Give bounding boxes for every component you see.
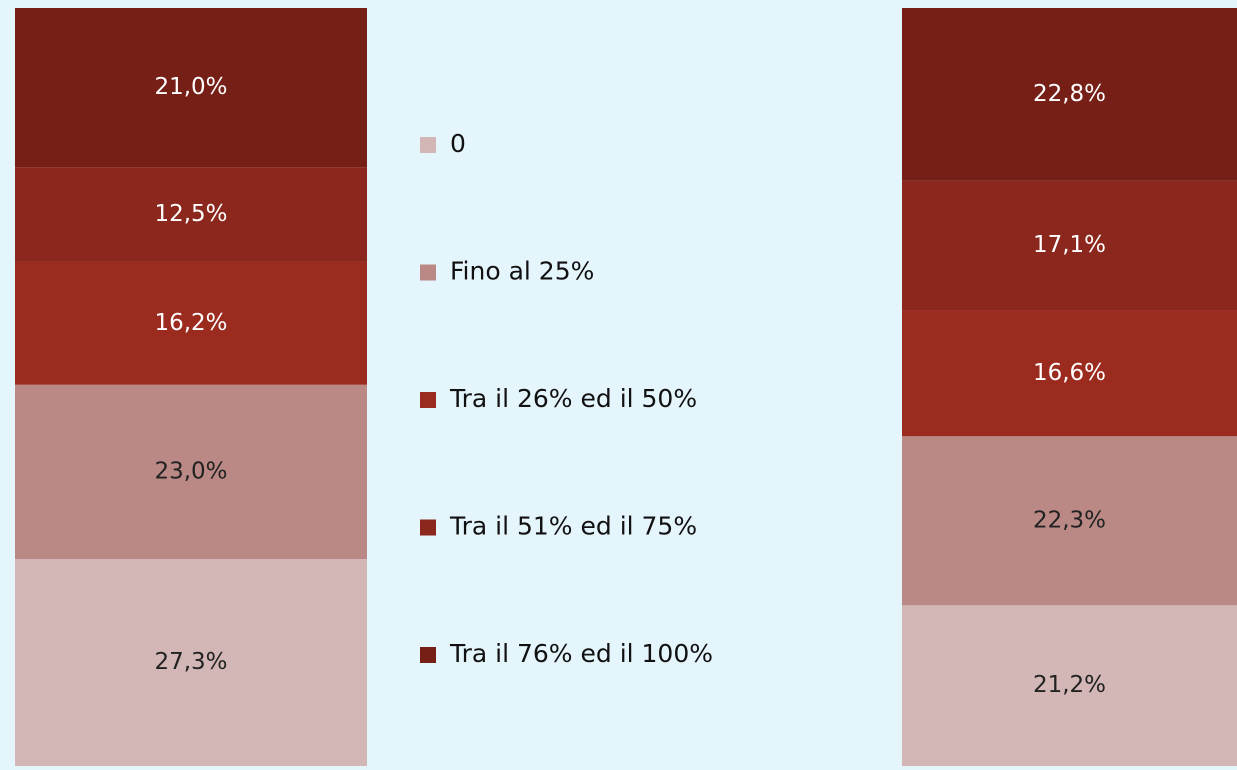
value-label: 22,8% bbox=[1033, 81, 1106, 107]
bar-segment bbox=[902, 180, 1237, 311]
legend-swatch bbox=[420, 647, 436, 663]
value-label: 21,2% bbox=[1033, 672, 1106, 698]
value-label: 16,2% bbox=[154, 310, 227, 336]
bar-segment bbox=[902, 436, 1237, 606]
bar-segment bbox=[902, 8, 1237, 181]
bar-segment bbox=[15, 559, 367, 766]
value-label: 17,1% bbox=[1033, 232, 1106, 258]
legend-label: 0 bbox=[450, 129, 466, 158]
value-label: 16,6% bbox=[1033, 360, 1106, 386]
bar-segment bbox=[15, 261, 367, 385]
value-label: 21,0% bbox=[154, 74, 227, 100]
value-label: 12,5% bbox=[154, 201, 227, 227]
value-label: 22,3% bbox=[1033, 507, 1106, 533]
value-label: 23,0% bbox=[154, 458, 227, 484]
legend-label: Tra il 51% ed il 75% bbox=[449, 512, 697, 541]
legend-label: Fino al 25% bbox=[450, 257, 594, 286]
legend-swatch bbox=[420, 137, 436, 153]
legend-label: Tra il 26% ed il 50% bbox=[449, 384, 697, 413]
bar-segment bbox=[15, 384, 367, 560]
bar-segment bbox=[15, 167, 367, 262]
bar-segment bbox=[902, 310, 1237, 437]
bar-segment bbox=[902, 605, 1237, 766]
legend-swatch bbox=[420, 264, 436, 281]
value-label: 27,3% bbox=[154, 649, 227, 675]
legend-label: Tra il 76% ed il 100% bbox=[449, 639, 713, 668]
legend-swatch bbox=[420, 519, 436, 536]
bar-segment bbox=[15, 8, 367, 168]
legend-swatch bbox=[420, 392, 436, 408]
